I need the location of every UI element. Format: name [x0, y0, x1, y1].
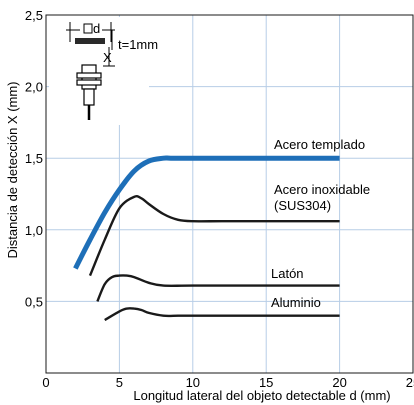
distance-label: X	[103, 50, 112, 65]
y-tick-label: 1,0	[25, 223, 43, 238]
thickness-label: t=1mm	[118, 37, 158, 52]
series-line-laton	[96, 274, 340, 302]
series-labels: Acero templado Acero inoxidable (SUS304) La…	[271, 137, 370, 310]
y-axis-title: Distancia de detección X (mm)	[5, 81, 20, 258]
d-label: d	[93, 21, 100, 36]
inset-background	[49, 17, 149, 125]
x-tick-label: 5	[116, 375, 123, 390]
series-label-laton: Latón	[271, 266, 304, 281]
x-tick-label: 10	[186, 375, 200, 390]
sensor-tail	[83, 88, 95, 106]
series-label-acero-templado: Acero templado	[274, 137, 365, 152]
x-axis-title: Longitud lateral del objeto detectable d…	[133, 388, 390, 403]
x-tick-label: 25	[406, 375, 414, 390]
series-label-acero-inoxidable-sus304: Acero inoxidable (SUS304)	[274, 182, 370, 213]
series-label-aluminio: Aluminio	[271, 295, 321, 310]
target-plate	[75, 38, 105, 44]
y-tick-label: 1,5	[25, 151, 43, 166]
sensor-nut-lower	[76, 79, 102, 86]
x-tick-label: 15	[259, 375, 273, 390]
y-tick-label: 2,0	[25, 80, 43, 95]
sensor-inset-diagram: d t=1mm X	[49, 17, 158, 125]
x-tick-label: 20	[332, 375, 346, 390]
y-tick-label: 2,5	[25, 8, 43, 23]
plot-frame	[45, 14, 414, 374]
series-layer	[73, 155, 340, 322]
series-line-aluminio	[104, 307, 340, 322]
x-tick-label: 0	[42, 375, 49, 390]
y-tick-label: 0,5	[25, 294, 43, 309]
series-line-acero-templado	[73, 155, 340, 270]
sensor-nut	[76, 72, 102, 79]
tick-labels: 0 5 10 15 20 25 2,5 2,0 1,5 1,0 0,5	[25, 8, 414, 390]
series-line-acero-inoxidable-sus304	[88, 195, 340, 277]
square-symbol-icon	[83, 23, 93, 34]
